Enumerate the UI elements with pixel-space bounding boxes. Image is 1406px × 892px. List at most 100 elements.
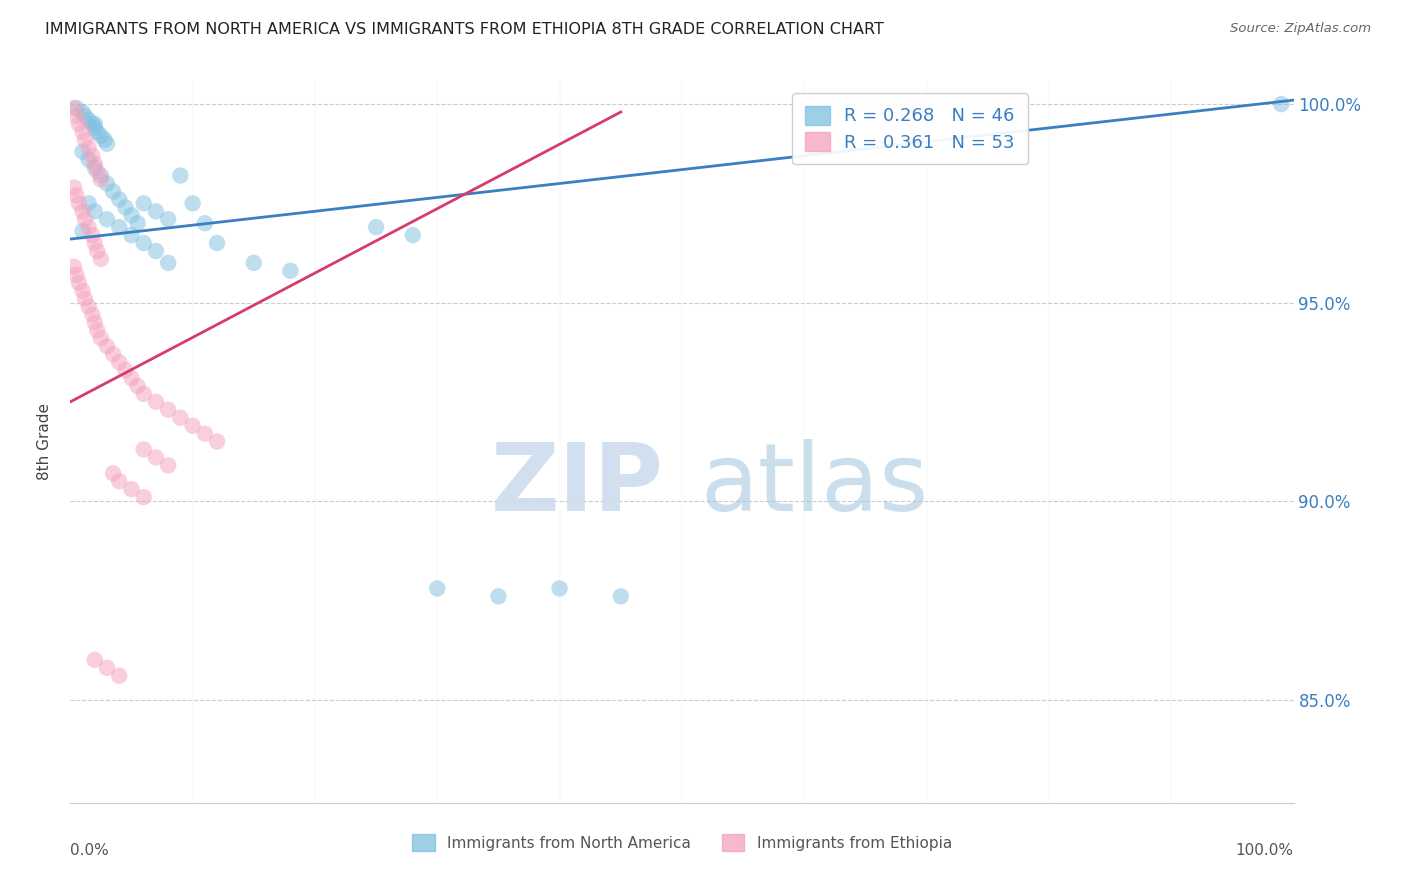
Point xyxy=(132,196,155,211)
Point xyxy=(181,418,204,433)
Point xyxy=(90,169,112,183)
Point xyxy=(96,177,118,191)
Point xyxy=(86,323,108,337)
Point xyxy=(157,212,180,227)
Point xyxy=(121,371,143,385)
Point xyxy=(145,244,167,258)
Text: atlas: atlas xyxy=(700,439,928,531)
Point xyxy=(63,260,86,274)
Point xyxy=(77,153,100,167)
Point xyxy=(157,458,180,473)
Point xyxy=(194,216,217,230)
Point xyxy=(77,141,100,155)
Point xyxy=(83,161,105,175)
Point xyxy=(67,276,90,290)
Point xyxy=(83,117,105,131)
Point xyxy=(132,442,155,457)
Point xyxy=(488,590,510,604)
Point xyxy=(73,292,96,306)
Point xyxy=(108,669,131,683)
Point xyxy=(108,220,131,235)
Point xyxy=(121,208,143,222)
Point xyxy=(145,204,167,219)
Point xyxy=(101,347,124,361)
Point xyxy=(73,109,96,123)
Point xyxy=(205,235,228,250)
Text: IMMIGRANTS FROM NORTH AMERICA VS IMMIGRANTS FROM ETHIOPIA 8TH GRADE CORRELATION : IMMIGRANTS FROM NORTH AMERICA VS IMMIGRA… xyxy=(45,22,884,37)
Point xyxy=(121,482,143,496)
Point xyxy=(72,145,94,159)
Point xyxy=(366,220,388,235)
Point xyxy=(77,300,100,314)
Point xyxy=(86,164,108,178)
Point xyxy=(77,196,100,211)
Point xyxy=(90,128,112,143)
Point xyxy=(548,582,571,596)
Point xyxy=(72,105,94,120)
Point xyxy=(77,220,100,235)
Point xyxy=(101,185,124,199)
Point xyxy=(194,426,217,441)
Point xyxy=(93,133,115,147)
Point xyxy=(169,410,191,425)
Point xyxy=(83,235,105,250)
Y-axis label: 8th Grade: 8th Grade xyxy=(37,403,52,480)
Point xyxy=(86,244,108,258)
Point xyxy=(63,180,86,194)
Point xyxy=(65,268,87,282)
Point xyxy=(108,193,131,207)
Point xyxy=(72,284,94,298)
Point xyxy=(82,228,104,243)
Point xyxy=(82,308,104,322)
Point xyxy=(65,109,87,123)
Point xyxy=(73,212,96,227)
Point xyxy=(72,204,94,219)
Point xyxy=(86,125,108,139)
Legend: Immigrants from North America, Immigrants from Ethiopia: Immigrants from North America, Immigrant… xyxy=(402,825,962,860)
Point xyxy=(610,590,633,604)
Point xyxy=(108,475,131,489)
Text: 100.0%: 100.0% xyxy=(1236,843,1294,857)
Point xyxy=(132,387,155,401)
Point xyxy=(127,379,149,393)
Point xyxy=(157,402,180,417)
Point xyxy=(65,188,87,202)
Point xyxy=(96,339,118,353)
Point xyxy=(82,117,104,131)
Point xyxy=(90,172,112,186)
Point xyxy=(1270,97,1292,112)
Point xyxy=(169,169,191,183)
Point xyxy=(63,101,86,115)
Point xyxy=(181,196,204,211)
Point xyxy=(72,224,94,238)
Point xyxy=(83,120,105,135)
Text: ZIP: ZIP xyxy=(491,439,664,531)
Point xyxy=(67,196,90,211)
Point xyxy=(90,252,112,266)
Point xyxy=(426,582,449,596)
Text: Source: ZipAtlas.com: Source: ZipAtlas.com xyxy=(1230,22,1371,36)
Point xyxy=(101,467,124,481)
Point xyxy=(83,156,105,170)
Point xyxy=(77,113,100,128)
Point xyxy=(83,315,105,329)
Point xyxy=(65,101,87,115)
Point xyxy=(96,212,118,227)
Point xyxy=(132,235,155,250)
Point xyxy=(402,228,425,243)
Point xyxy=(96,136,118,151)
Point xyxy=(280,264,302,278)
Point xyxy=(145,450,167,465)
Point xyxy=(157,256,180,270)
Point xyxy=(121,228,143,243)
Point xyxy=(114,363,136,377)
Point xyxy=(127,216,149,230)
Point xyxy=(90,331,112,345)
Text: 0.0%: 0.0% xyxy=(70,843,110,857)
Point xyxy=(82,149,104,163)
Point xyxy=(145,394,167,409)
Point xyxy=(108,355,131,369)
Point xyxy=(96,661,118,675)
Point xyxy=(83,653,105,667)
Point xyxy=(114,200,136,214)
